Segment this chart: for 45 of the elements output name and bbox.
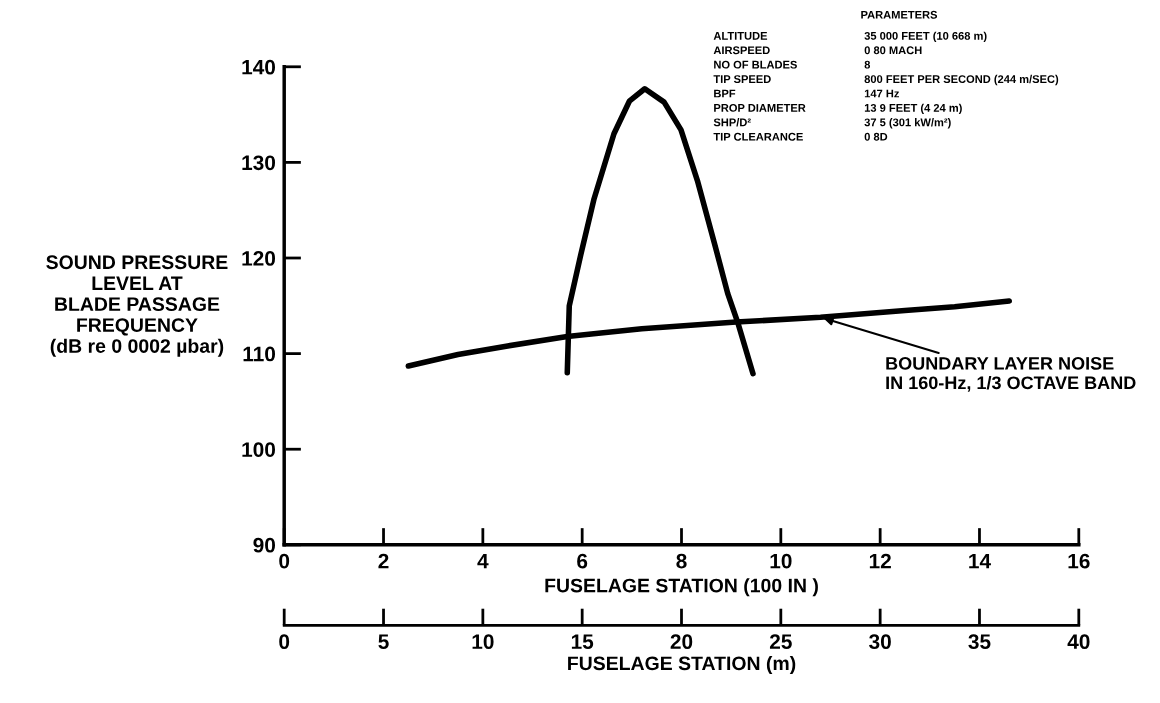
annotation: 8 [864,60,871,69]
annotation: 0 8D [864,132,888,141]
annotation: 37 5 (301 kW/m²) [864,118,951,129]
y-tick-label: 140 [242,59,276,75]
x2-tick-label: 20 [670,634,693,650]
x-tick-label: 8 [676,553,687,569]
y-tick-label: 110 [243,346,276,362]
annotation: 800 FEET PER SECOND (244 m/SEC) [864,74,1059,86]
y-axis-title: SOUND PRESSURE LEVEL AT BLADE PASSAGE FREQUENCY (dB re 0 0002 µbar) [46,255,228,357]
x2-tick-label: 5 [378,634,389,650]
annotation: 147 Hz [864,89,899,98]
annotation: NO OF BLADES [714,60,797,69]
x2-tick-label: 30 [869,634,891,650]
x2-axis-title: FUSELAGE STATION (m) [568,655,796,675]
y-tick-label: 130 [242,155,276,171]
x2-tick-label: 35 [968,634,991,650]
text: AIRSPEED [713,46,770,55]
y-tick-label: 120 [242,251,276,266]
x-tick-label: 6 [577,553,588,569]
text: 0 80 MACH [864,46,922,55]
x-tick-label: 2 [378,553,389,569]
annotation: TIP SPEED [713,75,771,84]
x2-tick-label: 40 [1067,634,1090,650]
x-tick-label: 10 [770,553,792,569]
x2-tick-label: 15 [571,634,594,650]
annotation: 13 9 FEET (4 24 m) [864,103,962,115]
x-axis-title: FUSELAGE STATION (100 IN ) [545,578,818,597]
text: ALTITUDE [713,32,768,40]
x-tick-label: 14 [969,553,991,569]
y-tick-label: 90 [253,537,276,553]
x-tick-label: 16 [1068,553,1090,569]
x2-tick-label: 10 [472,634,494,650]
annotation: PROP DIAMETER [714,103,806,112]
text: 35 000 FEET (10 668 m) [864,31,987,42]
x2-tick-label: 0 [279,634,290,650]
x-tick-label: 12 [869,553,891,569]
annotation: TIP CLEARANCE [713,132,803,141]
annotation: BPF [714,89,736,98]
x-tick-label: 0 [279,553,290,569]
x-tick-label: 4 [477,553,489,569]
annotation: BOUNDARY LAYER NOISE IN 160-Hz, 1/3 OCTAVE BAND [886,356,1136,392]
annotation: SHP/D² [713,118,751,127]
y-tick-label: 100 [242,442,276,457]
x2-tick-label: 25 [769,634,792,650]
text: PARAMETERS [861,10,938,19]
